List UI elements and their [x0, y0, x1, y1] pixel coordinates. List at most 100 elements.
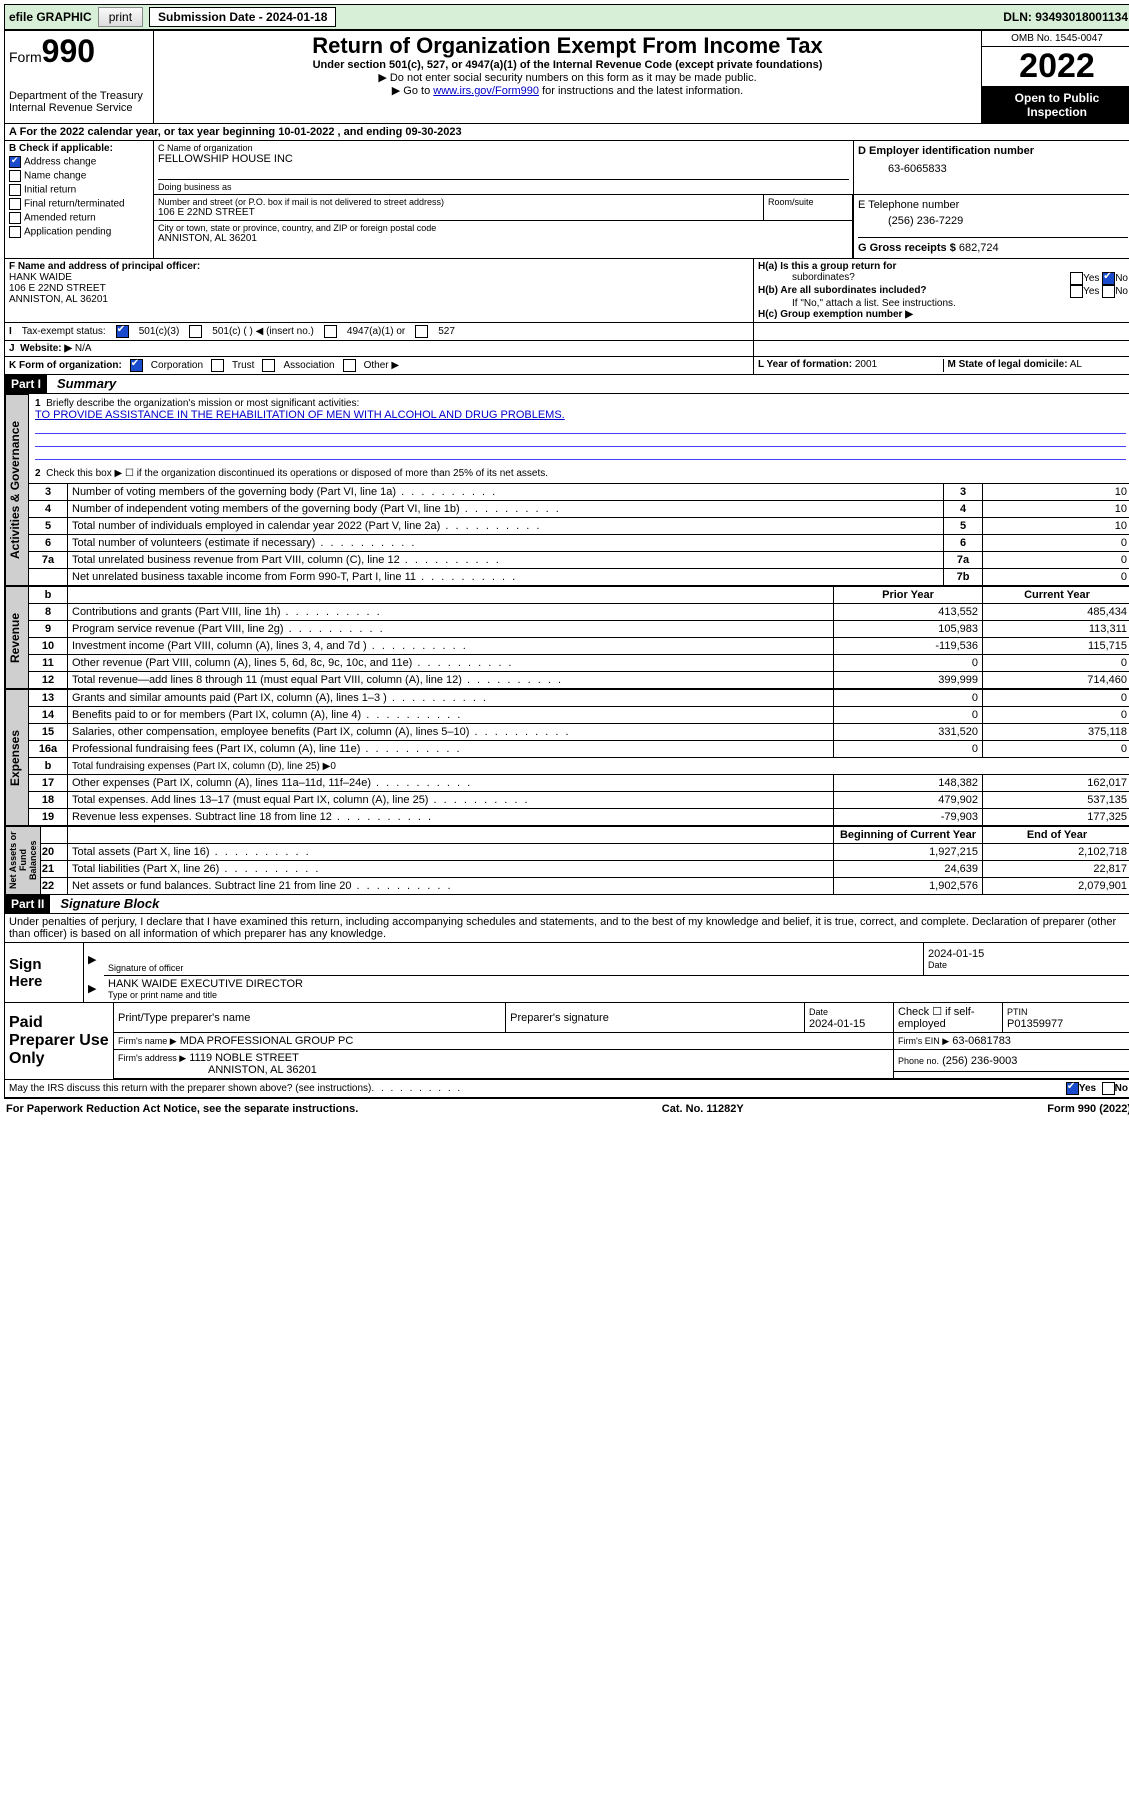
net-table: Beginning of Current YearEnd of Year 20 … — [29, 826, 1129, 895]
table-row: 21 Total liabilities (Part X, line 26) 2… — [29, 861, 1129, 878]
form-subtitle-3: ▶ Go to www.irs.gov/Form990 for instruct… — [158, 84, 977, 97]
dln-label: DLN: 93493018001134 — [1003, 10, 1128, 24]
firm-name: MDA PROFESSIONAL GROUP PC — [180, 1035, 354, 1047]
table-row: 13 Grants and similar amounts paid (Part… — [29, 690, 1129, 707]
checkbox-app-pending[interactable] — [9, 226, 21, 238]
firm-addr1: 1119 NOBLE STREET — [189, 1052, 299, 1064]
officer-addr1: 106 E 22ND STREET — [9, 283, 749, 294]
officer-name: HANK WAIDE — [9, 272, 749, 283]
section-f: F Name and address of principal officer:… — [5, 259, 754, 322]
table-row: 11 Other revenue (Part VIII, column (A),… — [29, 655, 1129, 672]
room-label: Room/suite — [764, 195, 852, 220]
submission-date: Submission Date - 2024-01-18 — [149, 7, 336, 27]
checkbox-501c[interactable] — [189, 325, 202, 338]
checkbox-trust[interactable] — [211, 359, 224, 372]
table-row: 18 Total expenses. Add lines 13–17 (must… — [29, 792, 1129, 809]
penalties-text: Under penalties of perjury, I declare th… — [5, 914, 1129, 942]
checkbox-amended[interactable] — [9, 212, 21, 224]
table-row: 15 Salaries, other compensation, employe… — [29, 724, 1129, 741]
sign-date: 2024-01-15 — [928, 948, 1128, 960]
footer-left: For Paperwork Reduction Act Notice, see … — [6, 1103, 358, 1115]
dba-label: Doing business as — [158, 179, 849, 192]
table-row: 16a Professional fundraising fees (Part … — [29, 741, 1129, 758]
table-row: 9 Program service revenue (Part VIII, li… — [29, 621, 1129, 638]
ptin-value: P01359977 — [1007, 1018, 1063, 1030]
checkbox-initial-return[interactable] — [9, 184, 21, 196]
paid-preparer-label: Paid Preparer Use Only — [5, 1003, 114, 1079]
checkbox-final-return[interactable] — [9, 198, 21, 210]
firm-addr2: ANNISTON, AL 36201 — [118, 1064, 317, 1076]
vtab-revenue: Revenue — [5, 586, 29, 689]
officer-addr2: ANNISTON, AL 36201 — [9, 294, 749, 305]
vtab-expenses: Expenses — [5, 689, 29, 826]
checkbox-discuss-yes[interactable] — [1066, 1082, 1079, 1095]
section-e-label: E Telephone number — [858, 199, 1128, 211]
dept-label: Department of the Treasury — [9, 90, 149, 102]
table-row: 10 Investment income (Part VIII, column … — [29, 638, 1129, 655]
q1-label: Briefly describe the organization's miss… — [46, 398, 359, 409]
checkbox-address-change[interactable] — [9, 156, 21, 168]
sign-here-label: Sign Here — [5, 943, 84, 1003]
city-label: City or town, state or province, country… — [158, 223, 848, 233]
section-j-label: Website: ▶ — [20, 343, 72, 354]
rev-table: bPrior YearCurrent Year 8 Contributions … — [29, 586, 1129, 689]
sign-block: Sign Here ▶ Signature of officer 2024-01… — [5, 942, 1129, 1002]
table-row: 19 Revenue less expenses. Subtract line … — [29, 809, 1129, 826]
mission-text: TO PROVIDE ASSISTANCE IN THE REHABILITAT… — [35, 409, 565, 421]
firm-phone: (256) 236-9003 — [942, 1055, 1017, 1067]
checkbox-ha-no[interactable] — [1102, 272, 1115, 285]
self-employed-check: Check ☐ if self-employed — [894, 1003, 1003, 1033]
table-row: 17 Other expenses (Part IX, column (A), … — [29, 775, 1129, 792]
paid-preparer-block: Paid Preparer Use Only Print/Type prepar… — [5, 1002, 1129, 1079]
table-row: 12 Total revenue—add lines 8 through 11 … — [29, 672, 1129, 689]
section-k-label: K Form of organization: — [9, 360, 122, 371]
section-c-label: C Name of organization — [158, 143, 849, 153]
top-toolbar: efile GRAPHIC print Submission Date - 20… — [4, 4, 1129, 30]
checkbox-501c3[interactable] — [116, 325, 129, 338]
form-title: Return of Organization Exempt From Incom… — [158, 33, 977, 59]
form-word: Form — [9, 49, 42, 65]
form-title-box: Return of Organization Exempt From Incom… — [154, 31, 982, 123]
checkbox-hb-no[interactable] — [1102, 285, 1115, 298]
ein-value: 63-6065833 — [858, 163, 1128, 175]
part1-title: Summary — [57, 376, 116, 391]
firm-ein: 63-0681783 — [952, 1035, 1011, 1047]
checkbox-other[interactable] — [343, 359, 356, 372]
section-b-header: B Check if applicable: — [9, 143, 149, 154]
print-button[interactable]: print — [98, 7, 143, 27]
phone-value: (256) 236-7229 — [888, 215, 1128, 227]
checkbox-hb-yes[interactable] — [1070, 285, 1083, 298]
footer: For Paperwork Reduction Act Notice, see … — [4, 1099, 1129, 1119]
officer-sig-name: HANK WAIDE EXECUTIVE DIRECTOR — [108, 978, 1128, 990]
table-row: Net unrelated business taxable income fr… — [29, 569, 1129, 586]
form-id-box: Form990 Department of the Treasury Inter… — [5, 31, 154, 123]
table-row: 5 Total number of individuals employed i… — [29, 518, 1129, 535]
footer-right: Form 990 (2022) — [1047, 1103, 1129, 1115]
checkbox-ha-yes[interactable] — [1070, 272, 1083, 285]
part2-header: Part II — [5, 895, 50, 913]
table-row: 22 Net assets or fund balances. Subtract… — [29, 878, 1129, 895]
table-row: 7a Total unrelated business revenue from… — [29, 552, 1129, 569]
year-box: OMB No. 1545-0047 2022 Open to PublicIns… — [982, 31, 1129, 123]
checkbox-527[interactable] — [415, 325, 428, 338]
inspect-1: Open to Public — [1015, 91, 1100, 105]
section-i-label: Tax-exempt status: — [22, 326, 106, 337]
q2-label: Check this box ▶ ☐ if the organization d… — [46, 468, 548, 479]
section-h: H(a) Is this a group return for subordin… — [754, 259, 1129, 322]
section-b: B Check if applicable: Address change Na… — [5, 141, 154, 258]
gov-table: 3 Number of voting members of the govern… — [29, 483, 1129, 586]
checkbox-4947[interactable] — [324, 325, 337, 338]
checkbox-name-change[interactable] — [9, 170, 21, 182]
org-name: FELLOWSHIP HOUSE INC — [158, 153, 849, 165]
vtab-governance: Activities & Governance — [5, 394, 29, 586]
table-row: 6 Total number of volunteers (estimate i… — [29, 535, 1129, 552]
efile-label: efile GRAPHIC — [9, 10, 92, 24]
checkbox-discuss-no[interactable] — [1102, 1082, 1115, 1095]
form-subtitle-1: Under section 501(c), 527, or 4947(a)(1)… — [158, 59, 977, 71]
checkbox-assoc[interactable] — [262, 359, 275, 372]
inspect-2: Inspection — [1027, 105, 1087, 119]
checkbox-corp[interactable] — [130, 359, 143, 372]
footer-mid: Cat. No. 11282Y — [662, 1103, 744, 1115]
irs-link[interactable]: www.irs.gov/Form990 — [433, 85, 539, 97]
table-row: 20 Total assets (Part X, line 16) 1,927,… — [29, 844, 1129, 861]
